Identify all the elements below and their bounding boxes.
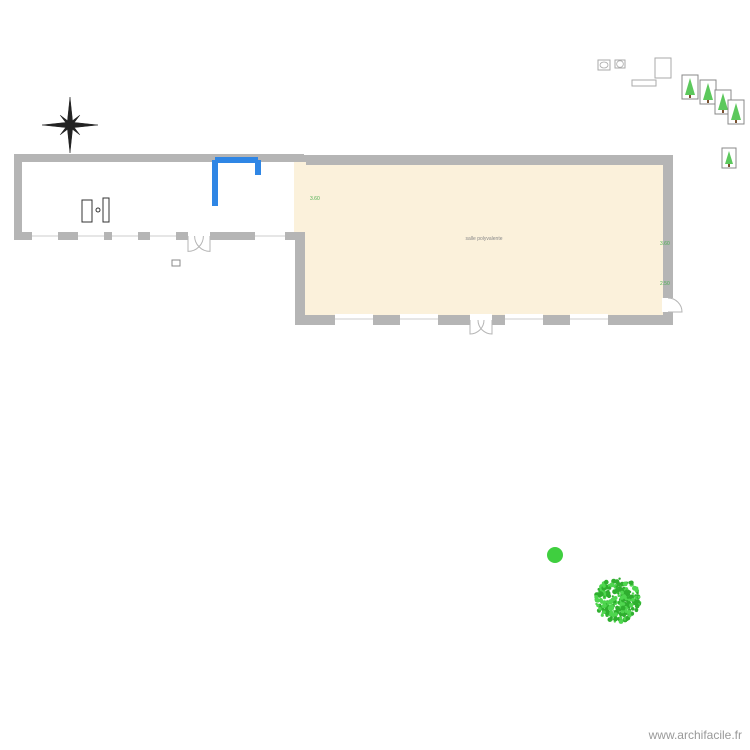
room-label: salle polyvalente [466,236,503,242]
dimension-label: 2.50 [660,281,670,287]
compass-icon [42,97,98,153]
catalog-items [598,58,744,168]
left-building [18,158,300,266]
garden-plants [547,547,641,624]
floorplan-canvas: salle polyvalente 3.60 3.60 2.50 [0,0,750,750]
watermark-link[interactable]: www.archifacile.fr [649,728,742,742]
dimension-label: 3.60 [660,241,670,247]
right-building: salle polyvalente 3.60 3.60 2.50 [294,160,682,334]
dimension-label: 3.60 [310,196,320,202]
